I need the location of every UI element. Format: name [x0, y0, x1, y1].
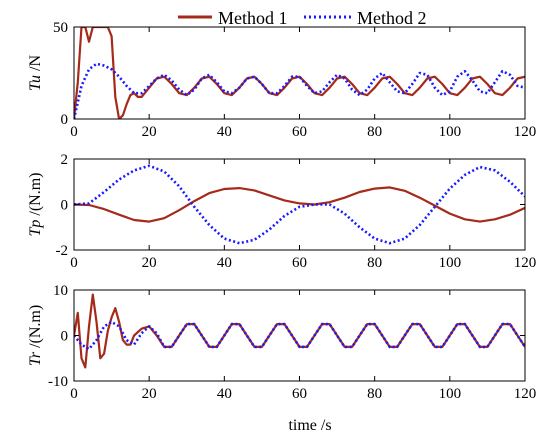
y-axis-label: Tu /N — [27, 55, 44, 91]
x-tick-label: 20 — [142, 124, 157, 140]
x-tick-label: 0 — [70, 124, 78, 140]
series-line-method-1 — [74, 186, 525, 223]
x-tick-label: 60 — [292, 386, 307, 402]
x-tick-label: 100 — [439, 255, 462, 271]
x-tick-label: 120 — [514, 124, 537, 140]
legend: Method 1 Method 2 — [178, 8, 427, 28]
y-tick-label: 0 — [61, 112, 69, 128]
x-tick-label: 80 — [367, 255, 382, 271]
axes-frame — [73, 26, 526, 120]
y-axis-label-variable: Tr — [27, 351, 44, 366]
x-tick-label: 40 — [217, 124, 232, 140]
y-axis-label-variable: Tp — [27, 220, 44, 237]
y-axis-label: Tr /(N.m) — [27, 305, 44, 366]
x-tick-label: 80 — [367, 386, 382, 402]
y-tick-label: 0 — [61, 198, 69, 214]
x-tick-label: 0 — [70, 386, 78, 402]
x-tick-label: 80 — [367, 124, 382, 140]
series-line-method-2 — [74, 62, 525, 119]
y-tick-label: -2 — [56, 243, 69, 259]
series-line-method-2 — [74, 164, 525, 245]
y-tick-label: -10 — [48, 374, 68, 390]
series-line-method-1 — [74, 293, 525, 369]
x-tick-label: 100 — [439, 124, 462, 140]
series-line-method-1 — [74, 27, 525, 119]
x-tick-label: 60 — [292, 124, 307, 140]
x-tick-label: 120 — [514, 386, 537, 402]
series-line-method-2 — [74, 320, 525, 351]
x-tick-label: 120 — [514, 255, 537, 271]
y-tick-label: 10 — [53, 283, 68, 299]
x-tick-label: 20 — [142, 386, 157, 402]
y-tick-label: 0 — [61, 329, 69, 345]
y-axis-label: Tp /(N.m) — [27, 172, 44, 236]
legend-label-method-1: Method 1 — [218, 8, 288, 28]
legend-label-method-2: Method 2 — [357, 8, 427, 28]
y-tick-label: 50 — [53, 20, 68, 36]
x-tick-label: 100 — [439, 386, 462, 402]
axes-frame — [73, 289, 526, 382]
x-tick-label: 40 — [217, 386, 232, 402]
y-axis-label-unit: /(N.m) — [27, 305, 44, 352]
x-axis-label: time /s — [288, 417, 331, 434]
y-axis-label-variable: Tu — [27, 75, 44, 91]
x-tick-label: 40 — [217, 255, 232, 271]
y-tick-label: 2 — [61, 152, 69, 168]
panel-tu: 0 20 40 60 80 100 120 0 50 Tu /N — [27, 20, 536, 140]
x-tick-label: 0 — [70, 255, 78, 271]
y-axis-label-unit: /N — [27, 55, 44, 75]
x-tick-label: 20 — [142, 255, 157, 271]
y-axis-label-unit: /(N.m) — [27, 172, 44, 219]
x-tick-label: 60 — [292, 255, 307, 271]
